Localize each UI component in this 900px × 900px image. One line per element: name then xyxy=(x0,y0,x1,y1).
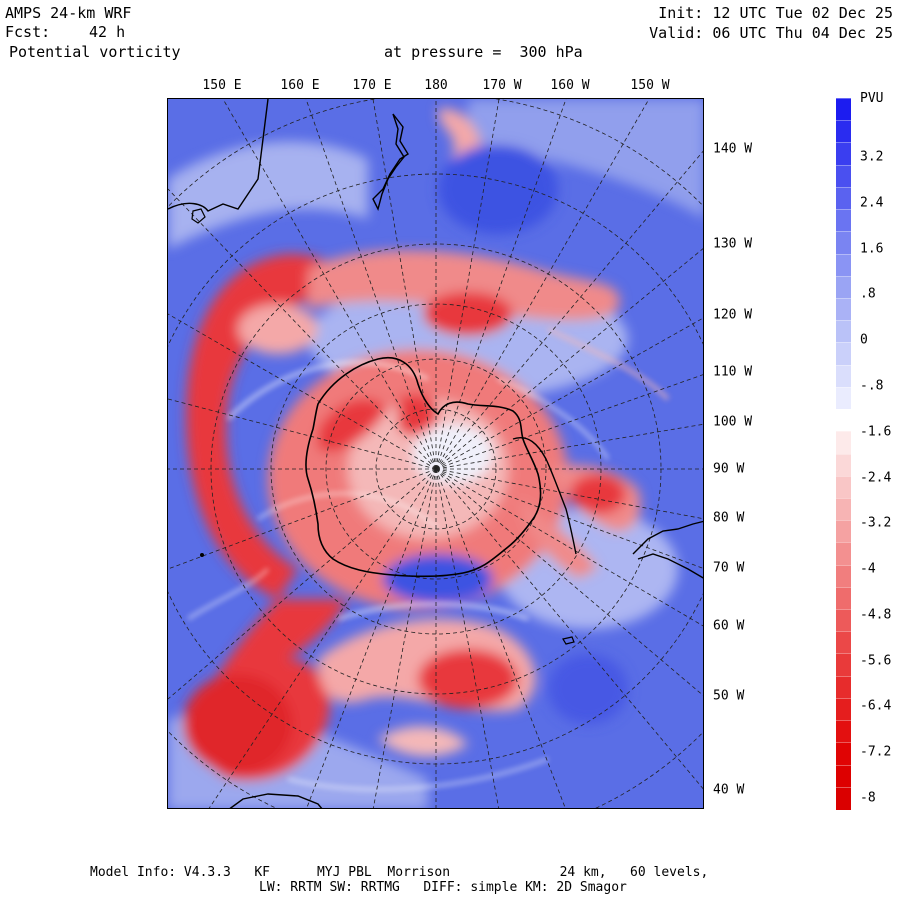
forecast-label: Fcst: xyxy=(5,23,51,41)
colorbar-tick-label: 3.2 xyxy=(860,149,884,165)
lon-label-160w: 160 W xyxy=(550,78,590,93)
colorbar-segment xyxy=(836,742,851,766)
colorbar-segment xyxy=(836,720,851,743)
lon-label-180: 180 xyxy=(424,78,448,93)
colorbar-segment xyxy=(836,186,851,210)
colorbar-tick-label: -2.4 xyxy=(860,470,892,485)
colorbar-segment xyxy=(836,98,851,121)
forecast-value: 42 h xyxy=(89,23,126,41)
colorbar-segment xyxy=(836,142,851,166)
colorbar-segment xyxy=(836,497,851,521)
colorbar-segment xyxy=(836,564,851,588)
lon-label-100w: 100 W xyxy=(713,414,753,430)
lon-label-160e: 160 E xyxy=(280,78,320,93)
colorbar-segment xyxy=(836,475,851,499)
colorbar-segment xyxy=(836,431,851,454)
antarctic-peninsula-coastline xyxy=(512,437,577,555)
lon-label-60w: 60 W xyxy=(713,618,745,634)
colorbar-segment xyxy=(836,164,851,188)
colorbar-tick-label: .8 xyxy=(860,286,876,302)
colorbar-tick-label: -7.2 xyxy=(860,744,892,760)
colorbar-tick-label: -4.8 xyxy=(860,607,892,623)
colorbar-tick-label: -1.6 xyxy=(860,424,892,440)
lon-label-50w: 50 W xyxy=(713,688,745,704)
colorbar-tick-label: -5.6 xyxy=(860,653,892,669)
colorbar-segment xyxy=(836,297,851,321)
colorbar-tick-label: -.8 xyxy=(860,378,884,394)
colorbar-segment xyxy=(836,320,851,343)
colorbar-segment xyxy=(836,786,851,810)
colorbar-segment xyxy=(836,764,851,788)
colorbar-segment xyxy=(836,609,851,632)
colorbar-unit: PVU xyxy=(860,91,884,106)
colorbar-segment xyxy=(836,231,851,255)
colorbar-tick-label: 1.6 xyxy=(860,241,884,257)
pv-colorbar xyxy=(836,98,851,810)
longitude-meridians xyxy=(168,99,703,808)
pressure-level: at pressure = 300 hPa xyxy=(384,43,583,61)
colorbar-segment xyxy=(836,364,851,388)
pv-field-shading xyxy=(168,99,703,808)
lon-label-70w: 70 W xyxy=(713,560,745,576)
lon-label-130w: 130 W xyxy=(713,236,753,252)
colorbar-segment xyxy=(836,453,851,477)
valid-time: Valid: 06 UTC Thu 04 Dec 25 xyxy=(649,24,893,42)
colorbar-segment xyxy=(836,409,851,432)
model-info-line2: LW: RRTM SW: RRTMG DIFF: simple KM: 2D S… xyxy=(259,880,627,895)
colorbar-tick-label: 2.4 xyxy=(860,195,884,211)
new-zealand-coastline xyxy=(372,113,409,211)
lon-label-140w: 140 W xyxy=(713,141,753,157)
lon-label-120w: 120 W xyxy=(713,307,753,323)
lon-label-170w: 170 W xyxy=(482,78,522,93)
colorbar-segment xyxy=(836,653,851,677)
map-canvas xyxy=(168,99,703,808)
lon-label-40w: 40 W xyxy=(713,782,745,798)
colorbar-segment xyxy=(836,342,851,366)
lon-label-80w: 80 W xyxy=(713,510,745,526)
lon-label-90w: 90 W xyxy=(713,461,745,477)
colorbar-tick-label: -8 xyxy=(860,790,876,806)
colorbar-segment xyxy=(836,631,851,654)
lon-label-150w: 150 W xyxy=(630,78,670,93)
pv-streak-texture xyxy=(187,326,670,791)
colorbar-segment xyxy=(836,520,851,543)
colorbar-segment xyxy=(836,275,851,299)
lon-label-110w: 110 W xyxy=(713,364,753,380)
africa-coastline xyxy=(229,793,323,808)
colorbar-tick-label: -6.4 xyxy=(860,698,892,714)
model-info-line1: Model Info: V4.3.3 KF MYJ PBL Morrison 2… xyxy=(90,865,709,880)
lon-label-150e: 150 E xyxy=(202,78,242,93)
tasmania-coastline xyxy=(191,208,206,224)
kerguelen-island xyxy=(200,553,204,557)
colorbar-segment xyxy=(836,253,851,277)
colorbar-segment xyxy=(836,542,851,566)
south-america-coastline xyxy=(632,520,703,579)
colorbar-tick-label: 0 xyxy=(860,332,868,348)
colorbar-segment xyxy=(836,386,851,410)
colorbar-segment xyxy=(836,586,851,610)
lon-label-170e: 170 E xyxy=(352,78,392,93)
colorbar-segment xyxy=(836,697,851,721)
init-time: Init: 12 UTC Tue 02 Dec 25 xyxy=(658,4,893,22)
colorbar-segment xyxy=(836,675,851,699)
model-title: AMPS 24-km WRF xyxy=(5,4,132,22)
field-name: Potential vorticity xyxy=(9,43,181,61)
colorbar-segment xyxy=(836,120,851,143)
colorbar-tick-label: -4 xyxy=(860,561,876,577)
colorbar-segment xyxy=(836,209,851,232)
colorbar-tick-label: -3.2 xyxy=(860,515,892,531)
south-georgia-island xyxy=(562,636,575,645)
potential-vorticity-map xyxy=(167,98,704,809)
australia-coastline xyxy=(168,99,269,212)
antarctica-coastline xyxy=(305,357,542,578)
